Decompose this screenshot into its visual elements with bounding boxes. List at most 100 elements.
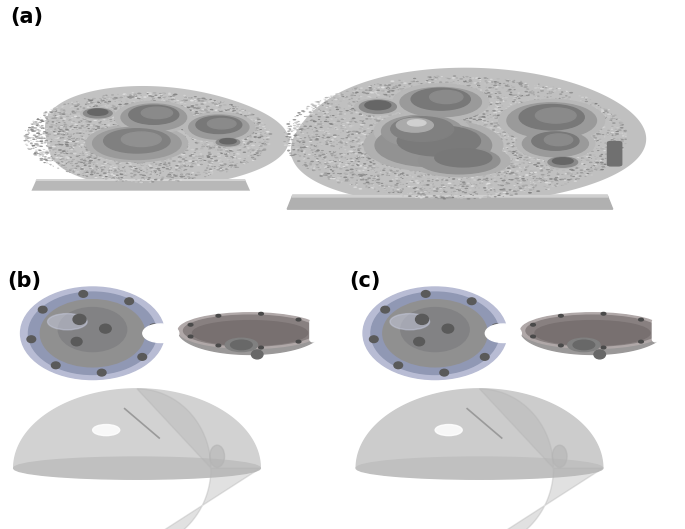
Circle shape [337,135,340,136]
Circle shape [130,123,134,124]
Circle shape [51,158,55,160]
Circle shape [339,153,343,154]
Circle shape [98,137,100,138]
Circle shape [114,160,116,161]
Circle shape [475,108,478,110]
Circle shape [161,177,164,178]
Circle shape [287,138,290,139]
Circle shape [320,174,323,175]
Circle shape [173,94,177,95]
Circle shape [180,137,184,139]
Circle shape [225,150,228,152]
Circle shape [154,108,157,110]
Circle shape [421,290,430,297]
Circle shape [395,102,397,103]
Circle shape [151,152,154,153]
Circle shape [470,168,472,169]
Circle shape [195,148,198,150]
Circle shape [423,141,427,143]
Circle shape [33,153,36,154]
Circle shape [559,142,562,143]
Circle shape [473,114,476,115]
Circle shape [510,132,514,133]
Circle shape [540,146,543,147]
Circle shape [119,126,122,127]
Circle shape [242,125,246,126]
Circle shape [220,171,222,172]
Circle shape [145,148,148,150]
Circle shape [353,91,356,92]
Circle shape [171,106,175,107]
Circle shape [132,118,135,120]
Circle shape [482,178,486,180]
Circle shape [607,153,609,154]
Circle shape [412,130,416,131]
Circle shape [117,168,119,169]
Circle shape [344,172,347,174]
Circle shape [298,121,299,122]
Circle shape [508,160,512,162]
Circle shape [426,138,430,140]
Circle shape [110,116,112,117]
Circle shape [123,177,125,178]
Circle shape [462,165,466,166]
Circle shape [142,105,145,106]
Circle shape [425,90,427,91]
Circle shape [190,100,194,102]
Circle shape [66,116,69,117]
Circle shape [125,127,127,128]
Circle shape [101,102,103,103]
Circle shape [101,130,103,131]
Circle shape [140,136,144,138]
Circle shape [406,183,408,184]
Circle shape [432,174,434,175]
Circle shape [575,165,579,166]
Circle shape [369,168,373,169]
Circle shape [300,130,303,131]
Circle shape [474,170,476,171]
Circle shape [144,104,148,105]
Circle shape [60,132,63,133]
Circle shape [565,140,567,141]
Circle shape [188,119,190,120]
Circle shape [587,149,591,150]
Circle shape [391,145,394,147]
Circle shape [620,147,624,149]
Circle shape [377,175,379,176]
Circle shape [116,163,119,165]
Circle shape [520,102,524,103]
Circle shape [92,162,95,163]
Circle shape [401,174,403,175]
Circle shape [428,79,432,80]
Circle shape [378,120,381,121]
Circle shape [316,160,319,161]
Circle shape [355,131,359,132]
Circle shape [341,154,345,156]
Circle shape [123,104,125,105]
Circle shape [356,108,359,110]
Circle shape [72,171,73,172]
Circle shape [367,133,370,134]
Circle shape [584,176,586,177]
Circle shape [173,133,175,134]
Circle shape [262,135,266,136]
Circle shape [445,95,446,96]
Circle shape [436,94,438,95]
Circle shape [251,120,254,121]
Circle shape [251,132,254,133]
Circle shape [47,144,50,145]
Circle shape [172,136,173,138]
Circle shape [195,154,199,156]
Circle shape [561,134,564,135]
Circle shape [466,85,471,87]
Circle shape [495,161,497,162]
Circle shape [456,113,457,114]
Circle shape [132,97,134,98]
Circle shape [39,127,41,128]
Circle shape [401,113,404,115]
Circle shape [123,128,125,129]
Circle shape [153,136,156,138]
Circle shape [455,114,458,115]
Circle shape [210,99,212,100]
Circle shape [99,132,101,133]
